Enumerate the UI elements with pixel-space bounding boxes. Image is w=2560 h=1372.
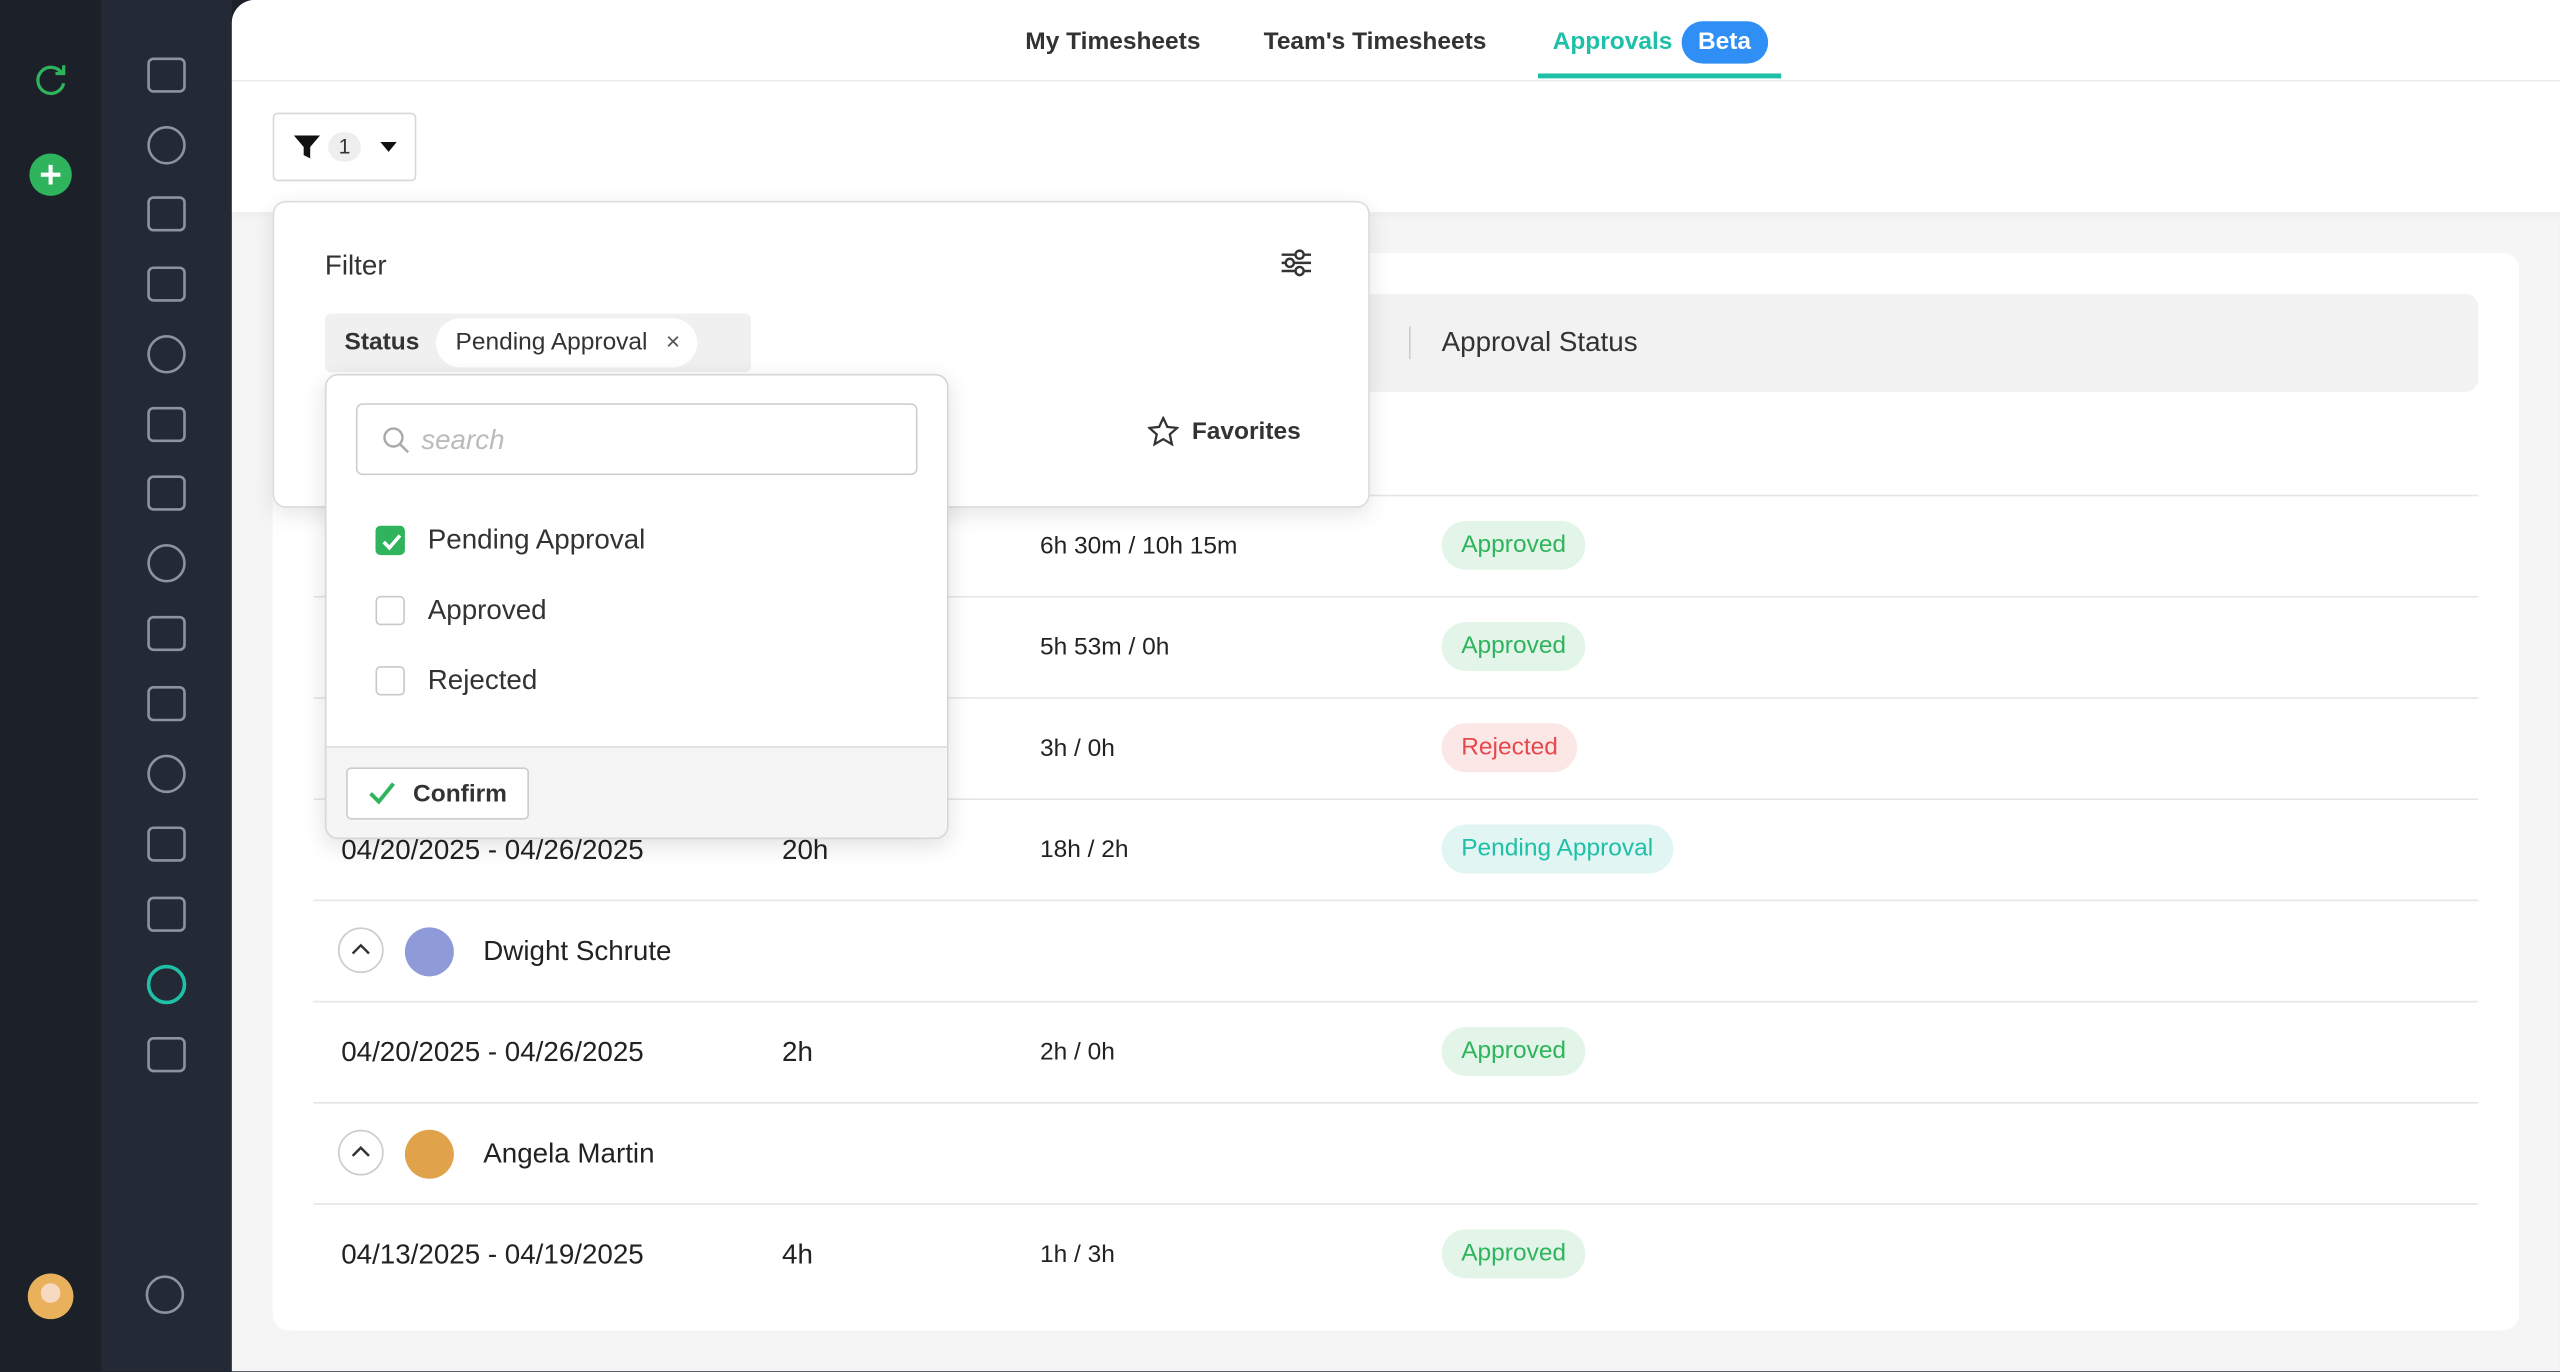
status-pill: Pending Approval: [1441, 824, 1673, 874]
status-chip-group: Status Pending Approval ×: [324, 313, 752, 373]
checkbox[interactable]: [375, 525, 405, 556]
filter-button[interactable]: 1: [272, 112, 417, 182]
confirm-button[interactable]: Confirm: [346, 767, 529, 820]
tab-underline: [1537, 73, 1782, 79]
toggle[interactable]: [337, 927, 384, 974]
nav-icon[interactable]: [147, 686, 186, 722]
toggle[interactable]: [337, 1129, 384, 1176]
chevron: [351, 943, 370, 955]
tab[interactable]: My Timesheets: [1025, 27, 1201, 56]
tab[interactable]: Approvals: [1552, 27, 1673, 56]
total: 4h: [782, 1239, 813, 1271]
sidebar-icons: [145, 57, 187, 1314]
nav-icon[interactable]: [147, 826, 186, 862]
nav-icon[interactable]: [147, 266, 186, 302]
dropdown-footer: Confirm: [326, 746, 947, 838]
group-row: Dwight Schrute: [313, 899, 2479, 1003]
settings-icon[interactable]: [1280, 248, 1313, 277]
checkbox[interactable]: [375, 595, 405, 626]
filter-count: 1: [328, 132, 361, 162]
nav-icon[interactable]: [147, 615, 186, 652]
total: 2h: [782, 1036, 813, 1068]
tracked: 6h 30m / 10h 15m: [1039, 532, 1238, 560]
entry-row: 6h 30m / 10h 15m Approved: [313, 494, 2479, 598]
nav-icon[interactable]: [147, 543, 186, 583]
nav-icon[interactable]: [147, 57, 186, 93]
toolbar: [231, 81, 2560, 213]
entry-row: 04/20/2025 - 04/26/2025 20h 18h / 2h Pendin…: [313, 798, 2479, 901]
confirm-label: Confirm: [413, 780, 507, 809]
tracked: 5h 53m / 0h: [1039, 633, 1170, 662]
search-placeholder: search: [421, 424, 505, 456]
nav-icon[interactable]: [147, 1037, 186, 1073]
status-pill: Approved: [1441, 622, 1586, 672]
entry-row: 3h / 0h Rejected: [313, 697, 2479, 800]
entry-row: 5h 53m / 0h Approved: [313, 595, 2479, 699]
entry-row: 04/20/2025 - 04/26/2025 2h 2h / 0h Approved: [313, 1000, 2479, 1104]
info-icon[interactable]: [145, 1275, 185, 1314]
refresh-icon[interactable]: [31, 60, 70, 99]
search-icon: [383, 427, 410, 454]
status-pill: Rejected: [1441, 723, 1578, 773]
avatar: [404, 1129, 454, 1179]
status-pill: Approved: [1441, 1026, 1586, 1076]
favorites[interactable]: Favorites: [1191, 417, 1301, 446]
tracked: 1h / 3h: [1039, 1240, 1115, 1269]
user-name: Dwight Schrute: [483, 935, 672, 967]
tracked: 18h / 2h: [1039, 835, 1129, 864]
nav-icon[interactable]: [147, 126, 186, 165]
nav-icon[interactable]: [147, 335, 186, 374]
filter-title: Filter: [324, 249, 387, 281]
nav-icon[interactable]: [147, 196, 186, 232]
app-rail: [0, 0, 102, 1372]
tab[interactable]: Team's Timesheets: [1263, 27, 1487, 56]
chevron: [351, 1146, 370, 1157]
star-icon: [1147, 416, 1179, 447]
user-avatar[interactable]: [26, 1272, 75, 1321]
option-label: Pending Approval: [427, 524, 646, 556]
tracked: 2h / 0h: [1039, 1038, 1115, 1067]
search-box[interactable]: search: [355, 403, 918, 476]
check: [382, 534, 402, 551]
add-button[interactable]: [28, 152, 74, 198]
chip-remove[interactable]: ×: [665, 328, 681, 356]
tracked: 3h / 0h: [1039, 734, 1115, 763]
avatar: [404, 927, 454, 977]
beta-badge: Beta: [1681, 21, 1768, 64]
check-icon: [369, 782, 395, 805]
period: 04/20/2025 - 04/26/2025: [341, 1036, 644, 1068]
checkbox[interactable]: [375, 666, 405, 696]
filter-icon: [293, 135, 320, 159]
period: 04/13/2025 - 04/19/2025: [341, 1239, 644, 1271]
user-name: Angela Martin: [483, 1137, 655, 1169]
option-label: Approved: [427, 594, 547, 626]
entry-row: 04/13/2025 - 04/19/2025 4h 1h / 3h Approved: [313, 1203, 2479, 1306]
divider: [1408, 326, 1411, 360]
chip[interactable]: Pending Approval ×: [435, 318, 697, 368]
header-cell: Approval Status: [1441, 326, 1638, 358]
main: My Timesheets Team's Timesheets Approval…: [231, 0, 2560, 1372]
group-row: Angela Martin: [313, 1102, 2479, 1205]
chip-label: Status: [344, 328, 420, 356]
nav-icon[interactable]: [147, 406, 186, 443]
nav-icon[interactable]: [147, 896, 186, 932]
nav-icon[interactable]: [146, 964, 187, 1005]
nav-icon[interactable]: [147, 754, 186, 794]
caret: [380, 142, 397, 152]
status-dropdown: search Pending Approval Approved Rejected …: [324, 373, 949, 840]
status-pill: Approved: [1441, 520, 1586, 570]
status-pill: Approved: [1441, 1229, 1586, 1279]
total: 20h: [782, 834, 829, 866]
period: 04/20/2025 - 04/26/2025: [341, 834, 644, 866]
sidebar: [101, 0, 232, 1372]
option-label: Rejected: [427, 664, 538, 696]
top-tabs: My Timesheets Team's Timesheets Approval…: [231, 0, 2560, 82]
chip-value: Pending Approval: [455, 328, 648, 356]
nav-icon[interactable]: [147, 475, 186, 511]
